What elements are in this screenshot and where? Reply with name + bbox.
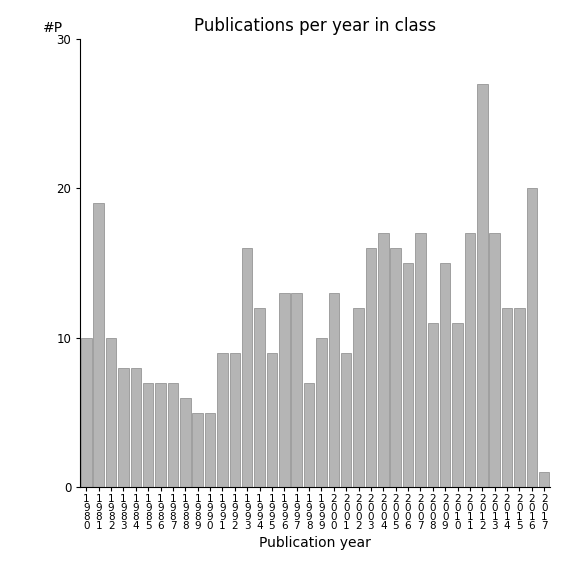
- Bar: [143, 383, 154, 488]
- Bar: [464, 234, 475, 488]
- Bar: [539, 472, 549, 488]
- Bar: [106, 338, 116, 488]
- Bar: [81, 338, 92, 488]
- Bar: [230, 353, 240, 488]
- Bar: [155, 383, 166, 488]
- Bar: [415, 234, 426, 488]
- Bar: [428, 323, 438, 488]
- Bar: [242, 248, 252, 488]
- Bar: [489, 234, 500, 488]
- Bar: [192, 413, 203, 488]
- Bar: [291, 293, 302, 488]
- Bar: [391, 248, 401, 488]
- Bar: [353, 308, 364, 488]
- Bar: [366, 248, 376, 488]
- Bar: [440, 263, 450, 488]
- Bar: [403, 263, 413, 488]
- Bar: [118, 368, 129, 488]
- Bar: [266, 353, 277, 488]
- X-axis label: Publication year: Publication year: [259, 536, 371, 551]
- Bar: [205, 413, 215, 488]
- Bar: [217, 353, 228, 488]
- Title: Publications per year in class: Publications per year in class: [194, 16, 437, 35]
- Bar: [255, 308, 265, 488]
- Bar: [477, 84, 488, 488]
- Bar: [452, 323, 463, 488]
- Bar: [328, 293, 339, 488]
- Bar: [304, 383, 314, 488]
- Text: #P: #P: [43, 20, 63, 35]
- Bar: [341, 353, 352, 488]
- Bar: [94, 204, 104, 488]
- Bar: [378, 234, 388, 488]
- Bar: [168, 383, 178, 488]
- Bar: [130, 368, 141, 488]
- Bar: [316, 338, 327, 488]
- Bar: [502, 308, 513, 488]
- Bar: [527, 188, 537, 488]
- Bar: [279, 293, 290, 488]
- Bar: [180, 397, 191, 488]
- Bar: [514, 308, 524, 488]
